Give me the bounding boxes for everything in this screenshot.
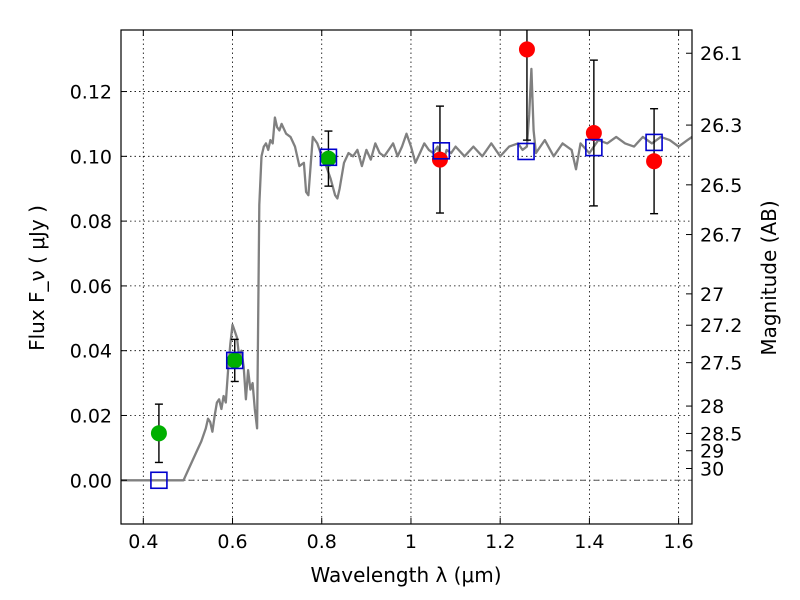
x-axis: 0.4 0.6 0.8 1 1.2 1.4 1.6	[128, 30, 694, 553]
mag-tick-label: 27.5	[700, 353, 742, 375]
mag-tick-label: 27.2	[700, 315, 742, 337]
x-tick-label: 1.2	[485, 531, 515, 553]
y-tick-label: 0.06	[70, 276, 112, 298]
mag-tick-label: 29	[700, 441, 724, 463]
y-tick-label: 0.12	[70, 82, 112, 104]
grid	[121, 30, 692, 524]
y-tick-label: 0.04	[70, 341, 112, 363]
mag-tick-label: 26.5	[700, 175, 742, 197]
model-spectrum-line	[121, 67, 693, 482]
photometry-point	[226, 352, 243, 369]
model-flux-square	[645, 133, 663, 152]
x-tick-label: 0.4	[128, 531, 158, 553]
y-tick-label: 0.10	[70, 146, 112, 168]
x-tick-label: 1	[405, 531, 417, 553]
spectrum-layer	[121, 67, 693, 482]
model-flux-square	[585, 138, 603, 157]
photometry-point	[150, 425, 167, 442]
mag-tick-label: 28.5	[700, 423, 742, 445]
model-flux-square	[517, 142, 535, 161]
y-tick-label: 0.00	[70, 470, 112, 492]
x-tick-label: 0.8	[307, 531, 337, 553]
y-axis: 0.00 0.02 0.04 0.06 0.08 0.10 0.12	[70, 82, 127, 492]
mag-tick-label: 28	[700, 396, 724, 418]
x-axis-label: Wavelength λ (μm)	[310, 563, 501, 587]
right-axis-label: Magnitude (AB)	[757, 200, 781, 355]
model-flux-square	[150, 471, 168, 490]
photometry-point	[518, 41, 535, 58]
photometry-point	[320, 150, 337, 167]
mag-tick-label: 26.7	[700, 225, 742, 247]
plot-frame	[120, 29, 693, 525]
model-flux-square	[319, 148, 338, 167]
x-tick-label: 0.6	[217, 531, 247, 553]
mag-tick-label: 26.1	[700, 43, 742, 65]
errorbar-layer	[154, 30, 659, 464]
mag-tick-label: 26.3	[700, 115, 742, 137]
x-tick-label: 1.4	[574, 531, 604, 553]
mag-tick-label: 30	[700, 459, 724, 481]
y-axis-label: Flux F_ν ( μJy )	[25, 205, 49, 351]
model-flux-square	[432, 142, 451, 160]
marker-layer	[150, 41, 663, 490]
y-tick-label: 0.02	[70, 405, 112, 427]
photometry-point	[646, 153, 663, 170]
y-tick-label: 0.08	[70, 211, 112, 233]
model-flux-square	[225, 351, 244, 370]
x-tick-label: 1.6	[664, 531, 694, 553]
photometry-point	[585, 125, 602, 142]
mag-tick-label: 27	[700, 284, 724, 306]
